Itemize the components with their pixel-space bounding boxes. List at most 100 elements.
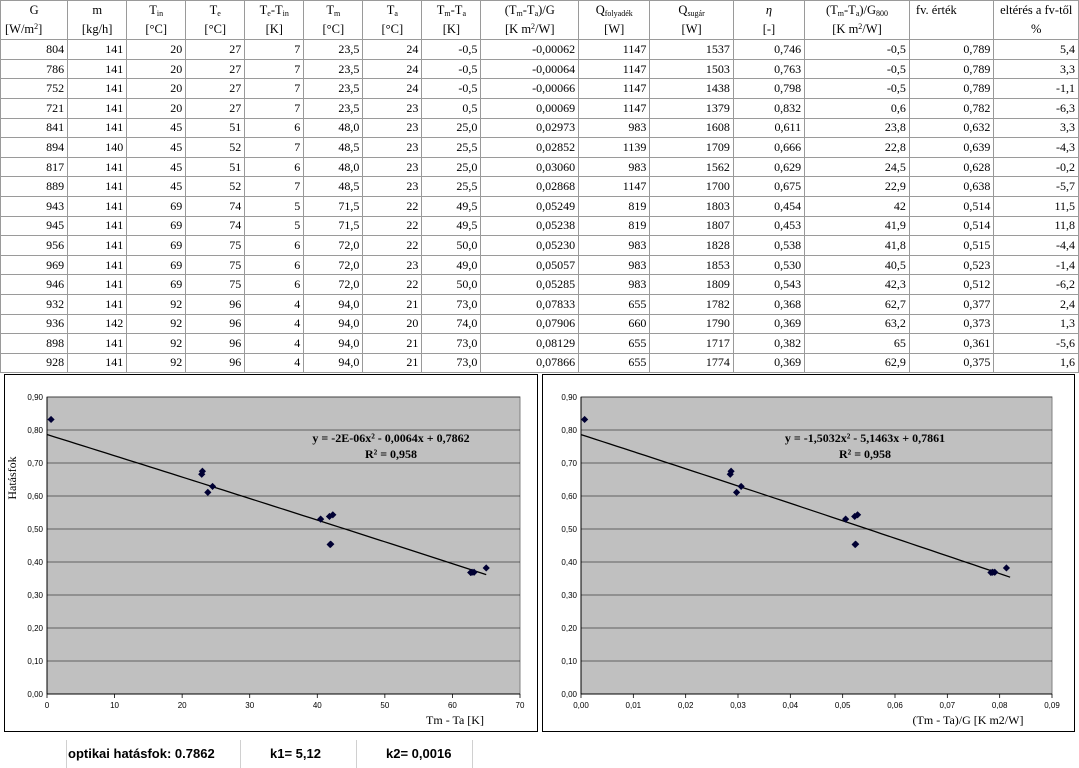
table-cell[interactable]: 11,8 (993, 215, 1079, 237)
table-cell[interactable]: 1828 (649, 235, 734, 256)
table-cell[interactable]: 23,5 (303, 58, 364, 80)
table-cell[interactable]: 0,638 (908, 176, 995, 197)
table-cell[interactable]: 69 (126, 195, 187, 217)
table-cell[interactable]: 1537 (649, 39, 734, 60)
table-cell[interactable]: 0,789 (908, 58, 995, 80)
table-cell[interactable]: 22 (362, 235, 423, 256)
k1-label[interactable]: k1= 5,12 (270, 746, 321, 761)
table-cell[interactable]: -0,5 (804, 39, 910, 60)
table-cell[interactable]: 1853 (649, 254, 734, 276)
table-cell[interactable]: 1803 (649, 195, 734, 217)
table-cell[interactable]: -1,1 (993, 78, 1079, 99)
table-cell[interactable]: 73,0 (421, 333, 482, 354)
table-cell[interactable]: 51 (185, 117, 246, 139)
table-cell[interactable]: 69 (126, 235, 187, 256)
table-cell[interactable]: 65 (804, 333, 910, 354)
table-cell[interactable]: 4 (244, 352, 305, 374)
chart-efficiency-vs-ratio[interactable]: 0,00 0,10 0,20 0,30 0,40 0,50 0,60 0,70 0,80 0,90… (542, 374, 1075, 732)
table-cell[interactable]: 140 (67, 137, 128, 158)
table-cell[interactable]: 141 (67, 215, 128, 237)
table-cell[interactable]: 22 (362, 195, 423, 217)
table-cell[interactable]: 141 (67, 39, 128, 60)
table-cell[interactable]: 141 (67, 176, 128, 197)
table-cell[interactable]: 7 (244, 78, 305, 99)
table-cell[interactable]: 48,5 (303, 137, 364, 158)
table-cell[interactable]: 936 (0, 313, 69, 335)
chart-efficiency-vs-dt[interactable]: 0,00 0,10 0,20 0,30 0,40 0,50 0,60 0,70 0,80 0,90… (4, 374, 538, 732)
table-cell[interactable]: 1608 (649, 117, 734, 139)
table-cell[interactable]: 0,629 (732, 156, 806, 178)
table-cell[interactable]: 1562 (649, 156, 734, 178)
table-cell[interactable]: 6 (244, 117, 305, 139)
table-cell[interactable]: 1147 (578, 97, 651, 119)
table-cell[interactable]: -0,5 (421, 78, 482, 99)
data-point[interactable] (851, 540, 859, 549)
table-cell[interactable]: 945 (0, 215, 69, 237)
table-cell[interactable]: 1782 (649, 293, 734, 315)
table-cell[interactable]: 74 (185, 215, 246, 237)
table-cell[interactable]: 1809 (649, 274, 734, 295)
table-cell[interactable]: -0,5 (421, 58, 482, 80)
table-cell[interactable]: 0,05238 (480, 215, 580, 237)
table-cell[interactable]: 23 (362, 117, 423, 139)
table-cell[interactable]: 817 (0, 156, 69, 178)
unit-tm[interactable]: [°C] (303, 20, 364, 41)
table-cell[interactable]: 24 (362, 58, 423, 80)
table-cell[interactable]: 0,763 (732, 58, 806, 80)
table-cell[interactable]: 928 (0, 352, 69, 374)
table-cell[interactable]: 969 (0, 254, 69, 276)
table-cell[interactable]: 0,523 (908, 254, 995, 276)
table-cell[interactable]: 1709 (649, 137, 734, 158)
unit-te[interactable]: [°C] (185, 20, 246, 41)
data-point[interactable] (326, 540, 334, 549)
table-cell[interactable]: 4 (244, 333, 305, 354)
table-cell[interactable]: 27 (185, 58, 246, 80)
unit-q-folyadek[interactable]: [W] (578, 20, 651, 41)
table-cell[interactable]: 5,4 (993, 39, 1079, 60)
table-cell[interactable]: 1139 (578, 137, 651, 158)
table-cell[interactable]: 1147 (578, 39, 651, 60)
table-cell[interactable]: 27 (185, 78, 246, 99)
table-cell[interactable]: 0,369 (732, 313, 806, 335)
data-point[interactable] (482, 564, 490, 572)
table-cell[interactable]: 48,0 (303, 117, 364, 139)
table-cell[interactable]: 69 (126, 215, 187, 237)
table-cell[interactable]: 1807 (649, 215, 734, 237)
table-cell[interactable]: 804 (0, 39, 69, 60)
table-cell[interactable]: 0,514 (908, 195, 995, 217)
table-cell[interactable]: 7 (244, 97, 305, 119)
table-cell[interactable]: -0,5 (804, 58, 910, 80)
data-point[interactable] (198, 470, 206, 478)
table-cell[interactable]: 0,611 (732, 117, 806, 139)
data-point[interactable] (726, 470, 734, 478)
table-cell[interactable]: 141 (67, 254, 128, 276)
unit-m[interactable]: [kg/h] (67, 20, 128, 41)
table-cell[interactable]: 75 (185, 254, 246, 276)
table-cell[interactable]: 7 (244, 58, 305, 80)
table-cell[interactable]: -4,3 (993, 137, 1079, 158)
table-cell[interactable]: 0,05230 (480, 235, 580, 256)
table-cell[interactable]: 71,5 (303, 215, 364, 237)
table-cell[interactable]: 69 (126, 274, 187, 295)
header-q-folyadek[interactable]: Qfolyadék (578, 0, 651, 21)
data-point[interactable] (204, 488, 212, 496)
unit-fv-ertek[interactable] (908, 20, 995, 41)
table-cell[interactable]: 92 (126, 293, 187, 315)
table-cell[interactable]: 786 (0, 58, 69, 80)
table-cell[interactable]: 0,5 (421, 97, 482, 119)
table-cell[interactable]: 0,512 (908, 274, 995, 295)
table-cell[interactable]: 63,2 (804, 313, 910, 335)
table-cell[interactable]: 73,0 (421, 352, 482, 374)
table-cell[interactable]: 62,9 (804, 352, 910, 374)
table-cell[interactable]: 1147 (578, 78, 651, 99)
header-q-sugar[interactable]: Qsugár (649, 0, 734, 21)
unit-elteres[interactable]: % (993, 20, 1079, 41)
table-cell[interactable]: 4 (244, 313, 305, 335)
table-cell[interactable]: 0,675 (732, 176, 806, 197)
table-cell[interactable]: 819 (578, 195, 651, 217)
table-cell[interactable]: 0,6 (804, 97, 910, 119)
table-cell[interactable]: 72,0 (303, 235, 364, 256)
table-cell[interactable]: 92 (126, 313, 187, 335)
header-eta[interactable]: η (732, 0, 806, 21)
table-cell[interactable]: 42 (804, 195, 910, 217)
